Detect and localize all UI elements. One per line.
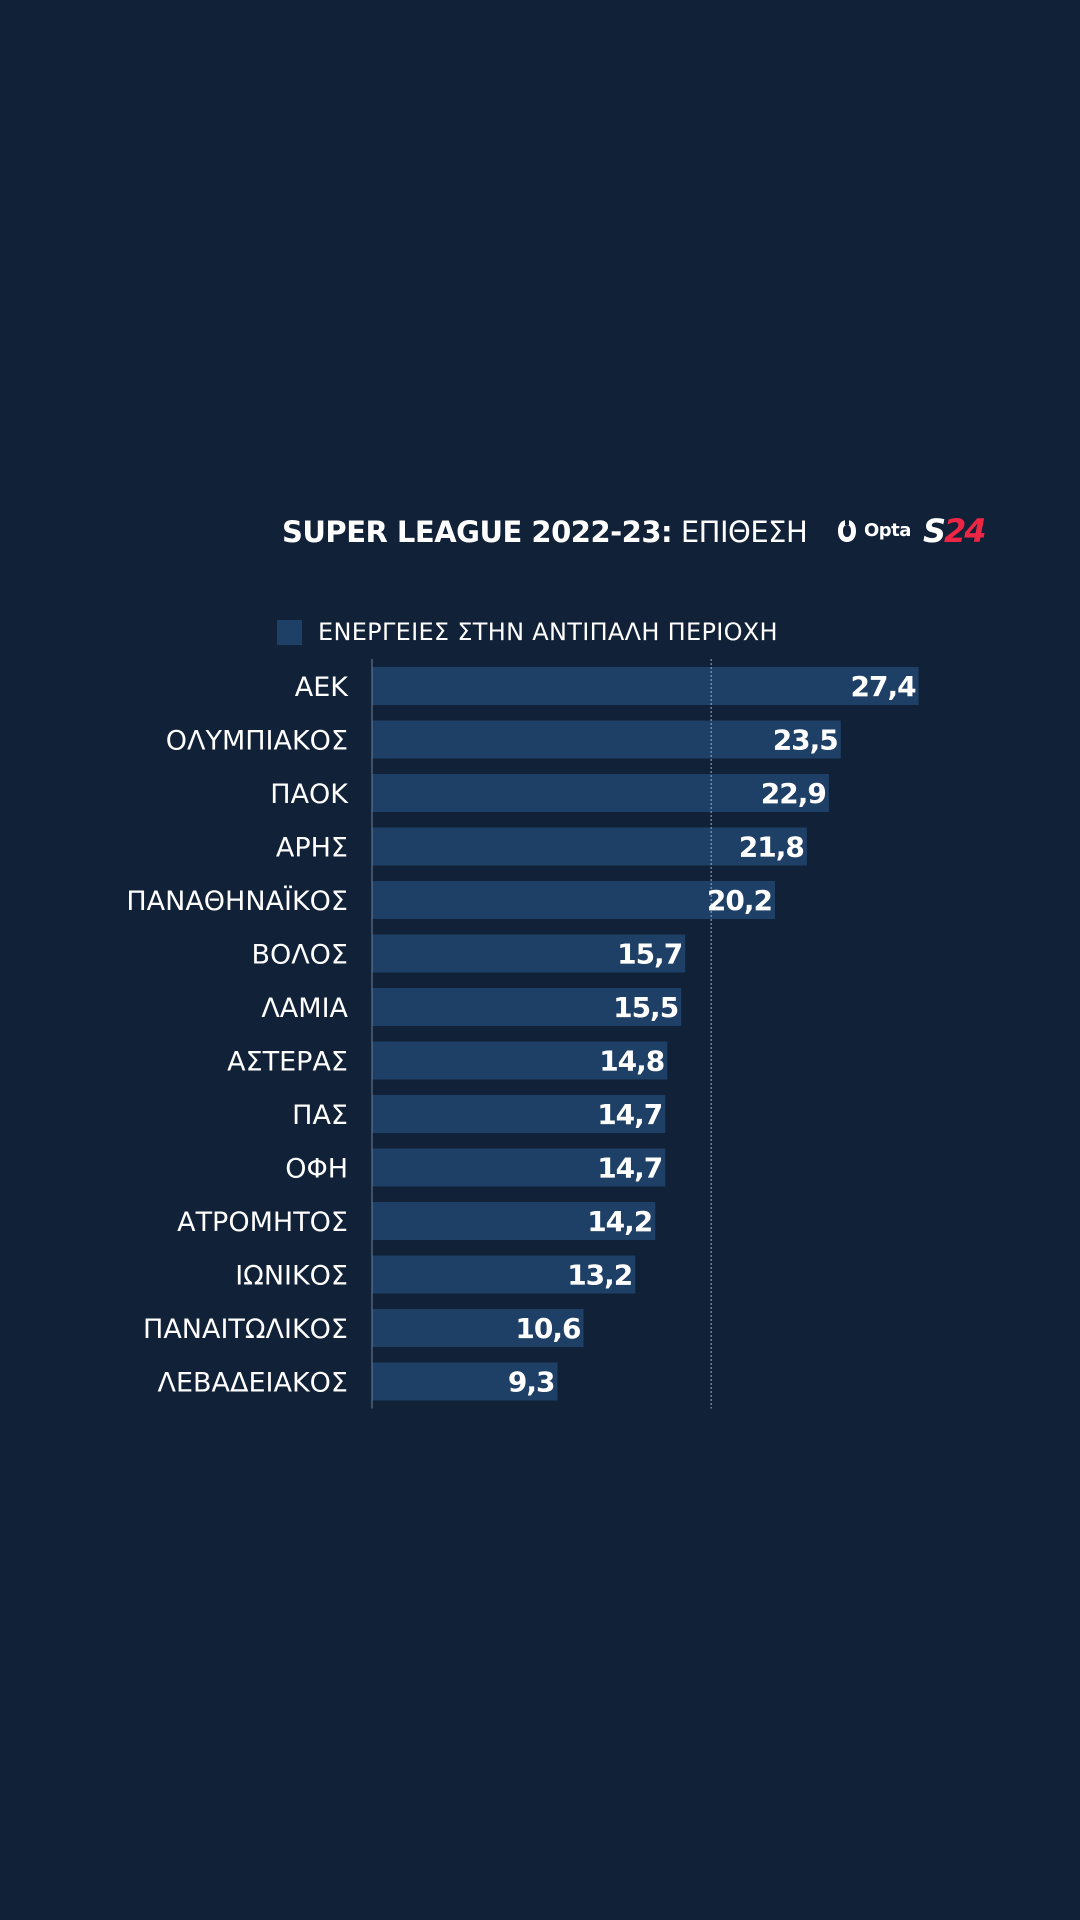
category-label: ΟΛΥΜΠΙΑΚΟΣ <box>166 726 348 757</box>
value-label: 14,8 <box>599 1045 664 1078</box>
value-label: 9,3 <box>508 1366 555 1399</box>
category-label: ΑΕΚ <box>295 672 350 703</box>
category-label: ΛΑΜΙΑ <box>261 993 348 1024</box>
value-label: 13,2 <box>567 1259 632 1292</box>
value-label: 21,8 <box>739 831 804 864</box>
chart-legend: ΕΝΕΡΓΕΙΕΣ ΣΤΗΝ ΑΝΤΙΠΑΛΗ ΠΕΡΙΟΧΗ <box>277 618 778 646</box>
bar <box>372 1309 584 1347</box>
value-label: 27,4 <box>851 670 917 703</box>
bar <box>372 988 682 1026</box>
bar <box>372 1202 656 1240</box>
value-label: 10,6 <box>515 1312 580 1345</box>
category-label: ΠΑΣ <box>292 1100 348 1131</box>
opta-logo-text: Opta <box>864 519 911 541</box>
category-label: ΑΤΡΟΜΗΤΟΣ <box>177 1207 348 1238</box>
bar <box>372 720 841 759</box>
bar <box>372 827 807 866</box>
category-label: ΒΟΛΟΣ <box>251 940 348 971</box>
chart-title: SUPER LEAGUE 2022-23: ΕΠΙΘΕΣΗ <box>282 513 808 551</box>
opta-logo-icon <box>836 518 858 544</box>
value-label: 20,2 <box>707 884 772 917</box>
value-label: 14,2 <box>587 1205 652 1238</box>
value-label: 14,7 <box>597 1152 662 1185</box>
value-label: 23,5 <box>773 724 838 757</box>
legend-label: ΕΝΕΡΓΕΙΕΣ ΣΤΗΝ ΑΝΤΙΠΑΛΗ ΠΕΡΙΟΧΗ <box>318 618 778 646</box>
bar <box>372 1095 666 1133</box>
category-label: ΙΩΝΙΚΟΣ <box>235 1261 348 1292</box>
category-label: ΑΣΤΕΡΑΣ <box>227 1047 348 1078</box>
value-label: 14,7 <box>597 1098 662 1131</box>
bar <box>372 774 829 812</box>
bar <box>372 1255 636 1294</box>
chart-title-bold: SUPER LEAGUE 2022-23: <box>282 515 673 549</box>
legend-swatch <box>277 619 302 645</box>
category-label: ΠΑΝΑΘΗΝΑΪΚΟΣ <box>126 885 348 917</box>
category-label: ΟΦΗ <box>285 1154 348 1185</box>
value-label: 15,5 <box>613 991 678 1024</box>
category-label: ΠΑΟΚ <box>270 779 349 810</box>
value-label: 22,9 <box>761 777 826 810</box>
bar <box>372 1362 558 1401</box>
chart-title-regular: ΕΠΙΘΕΣΗ <box>680 515 808 549</box>
bar <box>372 667 919 705</box>
bar <box>372 881 775 919</box>
bar <box>372 1148 666 1187</box>
category-label: ΑΡΗΣ <box>276 833 348 864</box>
category-label: ΛΕΒΑΔΕΙΑΚΟΣ <box>157 1368 348 1399</box>
bar <box>372 934 686 973</box>
value-label: 15,7 <box>617 938 682 971</box>
bar <box>372 1041 668 1080</box>
s24-logo: S24 <box>922 512 987 550</box>
category-label: ΠΑΝΑΙΤΩΛΙΚΟΣ <box>143 1314 348 1345</box>
brand-logos: Opta S24 <box>836 512 987 550</box>
